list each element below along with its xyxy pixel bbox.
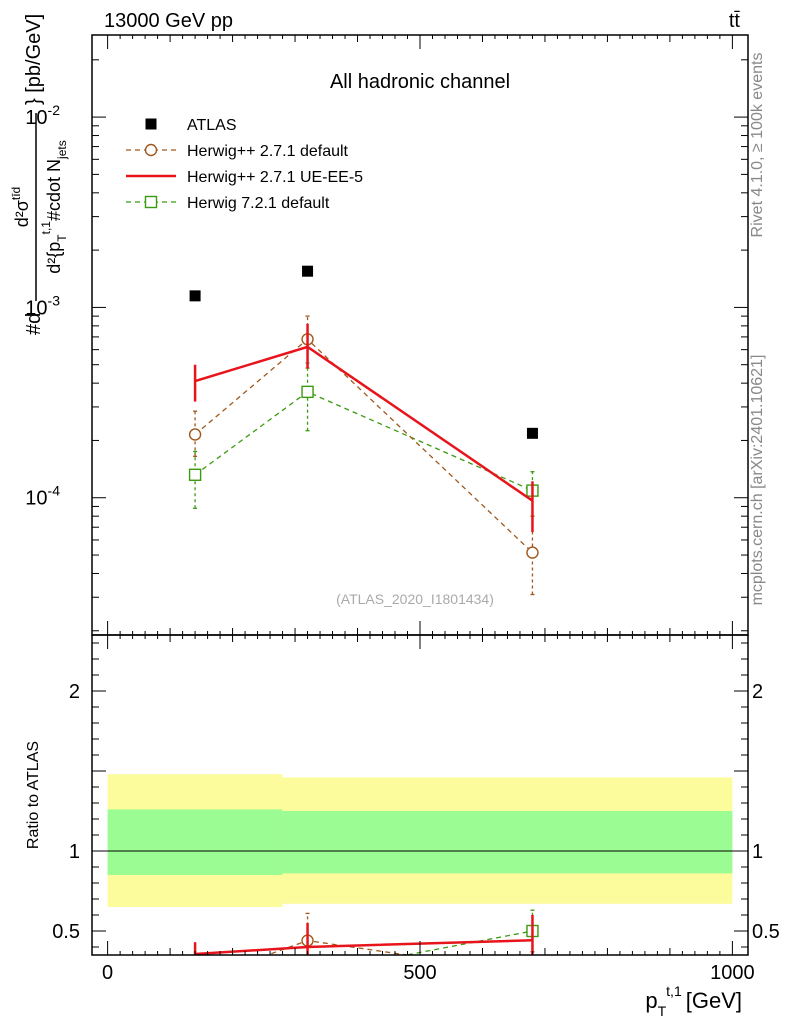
main-herwig72_default-line [194, 391, 533, 492]
ratio-herwigpp_default-point [190, 976, 201, 987]
xlabel-unit: [GeV] [686, 988, 742, 1013]
ratio-herwigpp_ueee5-line [195, 939, 533, 955]
xlabel: pTt,1 [GeV] [645, 983, 742, 1019]
ylabel-den-sub: T [55, 234, 69, 242]
ratio-herwigpp_default-line [265, 939, 412, 955]
main-herwigpp_ueee5-line [194, 345, 534, 502]
xlabel-head: p [645, 988, 657, 1013]
ylabel-den-head: d²{p [44, 242, 64, 274]
legend-marker-atlas [145, 118, 157, 130]
legend: ATLAS Herwig++ 2.7.1 default Herwig++ 2.7.… [126, 117, 363, 212]
ratio-band-inner [107, 809, 283, 875]
legend-label-herwigpp_ueee5: Herwig++ 2.7.1 UE-EE-5 [187, 169, 363, 186]
legend-label-atlas: ATLAS [187, 117, 237, 134]
ylabel-unit: } [pb/GeV] [23, 14, 45, 105]
legend-marker-herwig72_default [144, 195, 158, 209]
ratio-ylabel: Ratio to ATLAS [25, 741, 42, 849]
xlabel-sub: T [658, 1003, 667, 1019]
ratio-herwig72_default-point [190, 987, 201, 998]
main-atlas-point [302, 265, 314, 277]
main-herwig72_default-point [188, 468, 202, 481]
ratio-y-tick-label-left: 2 [69, 681, 80, 703]
ylabel-den-tail: #cdot N [44, 159, 64, 221]
main-herwigpp_default-point [188, 428, 202, 441]
x-tick-label: 0 [102, 962, 113, 984]
main-atlas-point [189, 290, 201, 302]
ylabel-numerator-sup: tīd [9, 187, 23, 200]
ratio-herwigpp_default-point [527, 968, 538, 979]
main-ylabel: #d d²σtīd d²{pTt,1#cdot Njets } [pb/GeV] [9, 14, 69, 335]
ylabel-den-sup: t,1 [39, 221, 53, 235]
main-herwigpp_default-point [526, 546, 539, 559]
main-herwig72_default-point [301, 385, 314, 399]
process-label: tt̄ [729, 10, 741, 32]
ratio-band-inner [282, 811, 733, 874]
main-series-layer [188, 265, 539, 596]
ratio-herwig72_default-line [403, 930, 533, 955]
ratio-y-tick-label-left: 0.5 [52, 921, 80, 943]
ratio-herwig72_default-point [302, 968, 313, 979]
svg-text:#d: #d [23, 313, 45, 335]
main-y-tick-label: 10-3 [25, 292, 60, 319]
legend-label-herwigpp_default: Herwig++ 2.7.1 default [187, 143, 349, 160]
ratio-y-tick-label-right: 0.5 [752, 921, 780, 943]
svg-text:d²{pTt,1#cdot Njets: d²{pTt,1#cdot Njets [39, 140, 69, 273]
ylabel-prefix: #d [23, 313, 45, 335]
legend-label-herwig72_default: Herwig 7.2.1 default [187, 195, 330, 212]
xlabel-sup: t,1 [666, 983, 682, 999]
ratio-y-tick-label-right: 2 [752, 681, 763, 703]
x-tick-label: 1000 [710, 962, 755, 984]
main-atlas-point [526, 427, 538, 439]
main-title: All hadronic channel [330, 71, 510, 93]
rivet-version-label: Rivet 4.1.0, ≥ 100k events [749, 53, 766, 238]
legend-marker-herwigpp_default [144, 143, 158, 157]
svg-text:} [pb/GeV]: } [pb/GeV] [23, 14, 45, 105]
mcplots-label: mcplots.cern.ch [arXiv:2401.10621] [749, 355, 766, 606]
axis-ticks [92, 35, 748, 955]
x-tick-label: 500 [403, 962, 436, 984]
main-herwigpp_default-line [194, 338, 533, 554]
tick-labels: 10-2 10-3 10-4 0.5 0.5 1 1 2 2 0 500 1000 [25, 102, 780, 984]
analysis-watermark: (ATLAS_2020_I1801434) [336, 591, 494, 607]
ratio-uncertainty-bands [107, 774, 733, 907]
ratio-series-layer [190, 909, 539, 998]
ratio-y-tick-label-right: 1 [752, 841, 763, 863]
energy-label: 13000 GeV pp [104, 10, 233, 32]
ratio-y-tick-label-left: 1 [69, 841, 80, 863]
main-y-tick-label: 10-2 [25, 102, 60, 129]
svg-text:d²σtīd: d²σtīd [9, 187, 32, 227]
ylabel-den-tail-sub: jets [55, 140, 69, 160]
main-y-tick-label: 10-4 [25, 483, 60, 510]
ylabel-numerator: d²σ [12, 200, 32, 227]
